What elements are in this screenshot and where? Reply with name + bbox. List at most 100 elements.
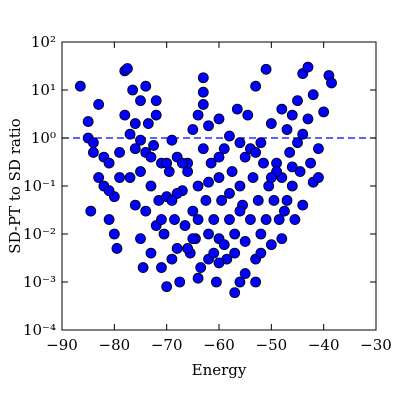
- point: [74, 80, 86, 92]
- point: [286, 109, 298, 121]
- plot-area: [62, 61, 376, 299]
- point: [156, 214, 167, 225]
- point: [135, 233, 146, 245]
- point: [203, 120, 214, 132]
- x-tick-label: −80: [99, 336, 131, 354]
- point: [145, 151, 157, 163]
- point: [192, 180, 204, 192]
- point: [302, 113, 314, 125]
- point: [103, 157, 115, 169]
- point: [239, 151, 251, 163]
- point: [239, 268, 251, 279]
- point: [174, 276, 186, 288]
- point: [200, 195, 212, 206]
- point: [281, 195, 293, 206]
- point: [289, 214, 301, 225]
- point: [127, 84, 139, 96]
- point: [216, 195, 228, 206]
- point: [250, 147, 262, 158]
- point: [226, 166, 238, 177]
- point: [213, 257, 225, 269]
- point: [302, 61, 314, 73]
- point: [286, 180, 298, 192]
- point: [145, 180, 157, 192]
- point: [114, 147, 125, 158]
- point: [124, 128, 136, 140]
- point: [166, 134, 178, 146]
- point: [218, 143, 230, 155]
- point: [137, 262, 149, 273]
- point: [250, 80, 262, 92]
- point: [231, 103, 243, 115]
- point: [145, 247, 157, 259]
- point: [166, 253, 178, 265]
- y-tick-label: 10⁻⁴: [23, 321, 56, 339]
- point: [205, 157, 217, 169]
- point: [265, 239, 277, 251]
- point: [119, 109, 131, 121]
- point: [281, 124, 293, 135]
- point: [255, 247, 267, 259]
- point: [129, 199, 141, 211]
- point: [192, 272, 204, 284]
- point: [111, 243, 123, 254]
- point: [255, 228, 267, 240]
- point: [224, 214, 235, 225]
- point: [279, 205, 290, 217]
- point: [313, 143, 324, 155]
- point: [294, 166, 306, 177]
- point: [255, 137, 267, 149]
- point: [239, 236, 251, 247]
- point: [203, 176, 214, 188]
- y-tick-label: 10²: [31, 33, 56, 51]
- point: [265, 172, 277, 183]
- point: [305, 157, 316, 169]
- point: [326, 77, 337, 89]
- y-tick-label: 10¹: [31, 81, 56, 99]
- point: [140, 80, 152, 92]
- point: [265, 118, 277, 129]
- point: [176, 157, 188, 169]
- point: [229, 247, 241, 259]
- point: [292, 137, 303, 149]
- point: [268, 195, 280, 206]
- point: [273, 214, 285, 225]
- y-tick-label: 10⁰: [31, 129, 56, 147]
- point: [140, 205, 152, 217]
- point: [135, 134, 146, 146]
- point: [258, 157, 269, 169]
- point: [195, 262, 207, 273]
- point: [179, 220, 191, 231]
- point: [197, 143, 209, 155]
- point: [88, 137, 99, 149]
- point: [234, 137, 246, 149]
- point: [213, 151, 225, 163]
- point: [197, 86, 209, 98]
- point: [276, 103, 288, 115]
- point: [224, 188, 235, 199]
- point: [213, 172, 225, 183]
- point: [85, 205, 97, 217]
- point: [156, 262, 167, 273]
- point: [103, 214, 115, 225]
- point: [286, 161, 298, 173]
- point: [210, 276, 222, 288]
- point: [229, 228, 241, 240]
- point: [150, 109, 162, 121]
- point: [124, 172, 136, 183]
- point: [187, 124, 199, 135]
- point: [158, 228, 170, 240]
- x-tick-label: −70: [151, 336, 183, 354]
- x-tick-label: −50: [256, 336, 288, 354]
- x-tick-label: −40: [308, 336, 340, 354]
- point: [292, 95, 303, 107]
- point: [142, 118, 154, 129]
- point: [192, 214, 204, 225]
- point: [224, 130, 235, 142]
- point: [108, 228, 120, 240]
- point: [284, 147, 296, 158]
- x-tick-label: −30: [360, 336, 392, 354]
- point: [218, 239, 230, 251]
- point: [93, 172, 105, 183]
